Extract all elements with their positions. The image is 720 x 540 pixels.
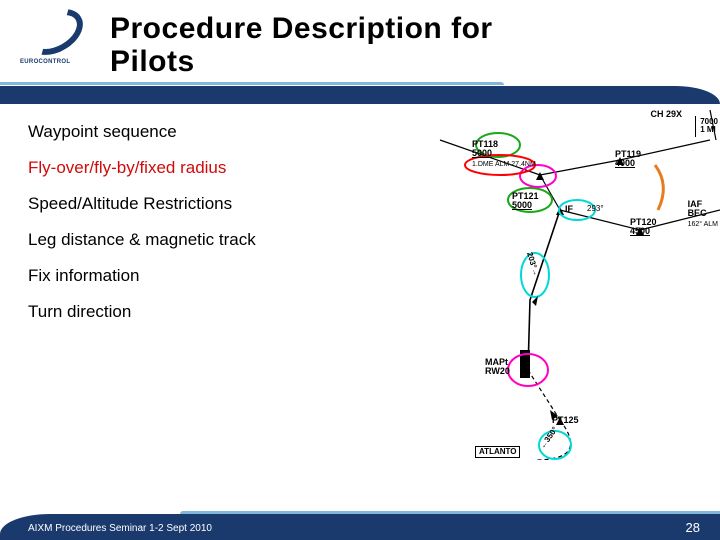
- chart-svg: [380, 110, 720, 460]
- leg-label: IF: [565, 205, 573, 214]
- mapt-label: MAPt RW20: [485, 358, 510, 377]
- footer: AIXM Procedures Seminar 1-2 Sept 2010 28: [0, 514, 720, 540]
- waypoint-label: PT125: [552, 416, 579, 425]
- waypoint-label: PT119 4000: [615, 150, 641, 169]
- footer-text: AIXM Procedures Seminar 1-2 Sept 2010: [28, 523, 212, 534]
- logo-text: EUROCONTROL: [20, 59, 70, 65]
- page-number: 28: [686, 520, 700, 535]
- bearing-label: 293°: [587, 205, 604, 213]
- atlanto-label: ATLANTO: [475, 446, 520, 458]
- waypoint-label: PT120 4500: [630, 218, 657, 237]
- right-box: 70001 MI: [695, 116, 720, 137]
- page-title: Procedure Description for Pilots: [110, 12, 493, 78]
- eurocontrol-logo: EUROCONTROL: [20, 10, 90, 65]
- waypoint-label: PT121 5000: [512, 192, 539, 211]
- header-divider: [0, 86, 720, 104]
- iaf-label: IAFBEC162° ALM: [688, 200, 718, 228]
- ch29x-label: CH 29X: [650, 110, 682, 119]
- waypoint-label: PT118 5000 1.DME ALM 27.4NM: [472, 140, 536, 168]
- approach-chart: CH 29X PT119 4000 PT118 5000 1.DME ALM 2…: [380, 110, 720, 460]
